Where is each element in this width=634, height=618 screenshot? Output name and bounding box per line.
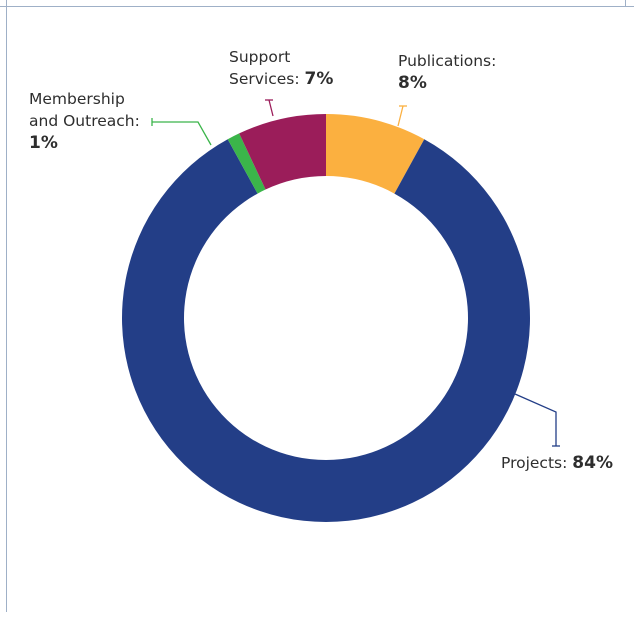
label-support-services-line2: Services: (229, 70, 300, 88)
leader-membership-outreach (152, 121, 212, 146)
label-publications-value: 8% (398, 73, 427, 93)
leader-support-services (268, 99, 274, 117)
donut-slices (121, 114, 530, 522)
leader-projects (514, 393, 557, 446)
label-support-services-line1: Support (229, 48, 291, 66)
label-membership-line1: Membership (29, 90, 125, 108)
frame-tick (625, 0, 626, 7)
label-publications-name: Publications: (398, 52, 497, 70)
frame-border-top (0, 6, 634, 7)
leader-publications (397, 105, 404, 127)
label-membership-outreach: Membership and Outreach: 1% (29, 88, 140, 154)
label-support-services: Support Services: 7% (229, 46, 333, 90)
slice-projects (121, 139, 530, 522)
label-membership-value: 1% (29, 133, 58, 153)
slice-support-services (239, 114, 326, 190)
label-projects: Projects: 84% (501, 452, 613, 474)
slice-membership-outreach (227, 133, 266, 194)
label-projects-name: Projects: (501, 454, 568, 472)
leader-lines (151, 99, 560, 447)
frame-border-left (6, 0, 7, 612)
label-support-services-value: 7% (304, 69, 334, 89)
label-projects-value: 84% (572, 453, 613, 473)
slice-publications (326, 114, 425, 194)
label-publications: Publications: 8% (398, 50, 496, 94)
label-membership-line2: and Outreach: (29, 112, 140, 130)
